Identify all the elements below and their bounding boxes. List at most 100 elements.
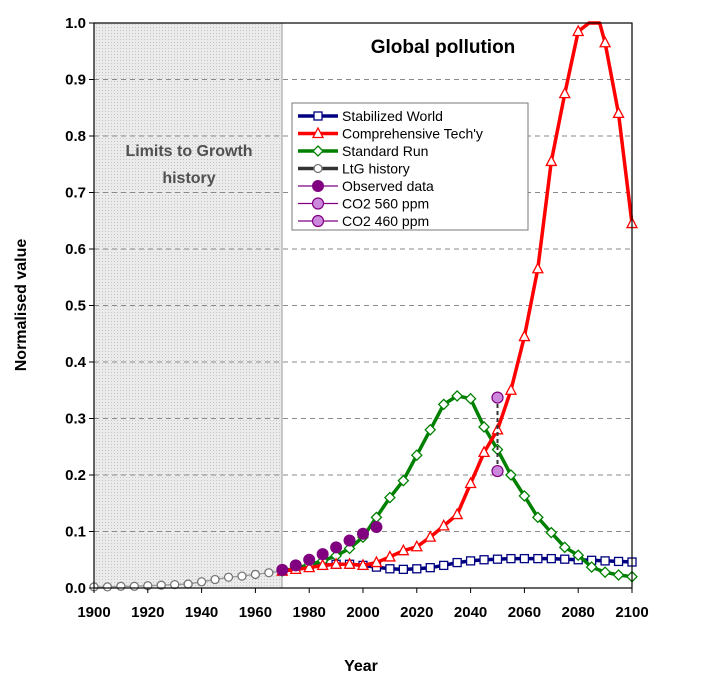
data-point (545, 526, 558, 539)
data-point (572, 549, 585, 562)
x-tick-label: 1900 (77, 604, 110, 621)
data-point (250, 569, 261, 580)
legend-label: Stabilized World (342, 108, 443, 124)
y-tick-label: 0.0 (65, 580, 86, 597)
legend-swatch-marker (312, 180, 324, 192)
legend-label: LtG history (342, 161, 410, 177)
data-point (612, 569, 625, 581)
data-point (330, 541, 343, 554)
data-point (612, 106, 625, 119)
y-tick-label: 0.2 (65, 467, 86, 484)
data-point (343, 557, 356, 569)
history-label-line1: Limits to Growth (125, 143, 252, 160)
legend-swatch-marker (311, 214, 325, 228)
x-axis-title: Year (344, 658, 378, 675)
data-point (330, 557, 343, 569)
data-point (451, 389, 464, 402)
data-point (343, 534, 356, 547)
data-point (451, 507, 464, 520)
y-axis-title: Normalised value (13, 239, 30, 372)
x-tick-label: 2100 (615, 604, 648, 621)
data-point (464, 476, 477, 489)
data-point (383, 491, 396, 504)
legend-label: CO2 460 ppm (342, 213, 429, 229)
data-point (600, 556, 610, 566)
data-point (477, 445, 491, 458)
data-point (492, 554, 503, 564)
data-point (383, 550, 396, 562)
x-axis: 1900 1920 1940 1960 1980 2000 2020 2040 2060 2080… (77, 588, 649, 621)
data-point (223, 572, 234, 582)
y-tick-label: 0.7 (65, 185, 86, 202)
data-point (505, 469, 517, 481)
chart-title: Global pollution (371, 37, 516, 58)
series-group (89, 21, 639, 592)
data-point (545, 154, 558, 167)
legend-swatch-marker (312, 145, 324, 157)
data-point (410, 449, 423, 462)
data-point (558, 86, 571, 99)
data-point (410, 539, 423, 552)
data-point (356, 558, 370, 571)
data-point (170, 579, 180, 590)
data-point (370, 520, 383, 533)
x-tick-label: 2000 (346, 604, 379, 621)
data-point (237, 571, 247, 581)
legend-item-standard-run: Standard Run (298, 143, 428, 159)
data-point (183, 579, 193, 589)
series-co2-560-ppm (491, 397, 504, 478)
data-point (102, 582, 113, 592)
x-tick-label: 1980 (293, 604, 326, 621)
data-point (560, 554, 570, 564)
x-tick-label: 1960 (239, 604, 272, 621)
data-point (412, 564, 422, 574)
x-tick-label: 2020 (400, 604, 433, 621)
data-point (210, 574, 220, 585)
data-point (491, 464, 504, 478)
data-point (424, 423, 437, 436)
legend-item-co2-560-ppm: CO2 560 ppm (298, 196, 429, 212)
y-tick-label: 0.8 (65, 128, 86, 145)
legend-item-comprehensive-tech-y: Comprehensive Tech'y (298, 126, 483, 142)
series-observed-data (276, 520, 383, 576)
x-tick-label: 2060 (508, 604, 541, 621)
x-tick-label: 2040 (454, 604, 487, 621)
data-point (518, 489, 531, 502)
data-point (276, 563, 289, 576)
data-point (465, 556, 476, 566)
data-point (519, 553, 530, 564)
data-point (437, 518, 450, 531)
series-co2-460-ppm (491, 391, 504, 404)
y-tick-label: 0.1 (65, 524, 86, 541)
data-point (504, 383, 518, 395)
data-point (599, 566, 612, 579)
legend-label: Standard Run (342, 143, 428, 159)
legend-swatch-marker (311, 126, 325, 139)
data-point (385, 564, 395, 574)
data-point (196, 577, 207, 587)
y-tick-label: 1.0 (65, 15, 86, 32)
data-point (531, 511, 544, 524)
data-point (572, 24, 585, 37)
data-point (533, 553, 543, 564)
data-point (289, 559, 302, 572)
data-point (599, 35, 612, 48)
data-point (398, 564, 409, 575)
data-point (129, 581, 140, 591)
y-tick-label: 0.6 (65, 241, 86, 258)
data-point (478, 421, 490, 433)
series-line (282, 21, 634, 573)
data-point (357, 527, 369, 540)
legend-item-observed-data: Observed data (298, 178, 434, 194)
x-tick-label: 1940 (185, 604, 218, 621)
history-label-line2: history (162, 170, 215, 187)
data-point (437, 398, 450, 411)
data-point (303, 553, 316, 566)
legend-box (291, 102, 529, 231)
x-tick-label: 2080 (562, 604, 595, 621)
legend-label: CO2 560 ppm (342, 196, 429, 212)
data-point (531, 261, 544, 274)
data-point (558, 541, 571, 554)
data-point (370, 555, 383, 568)
